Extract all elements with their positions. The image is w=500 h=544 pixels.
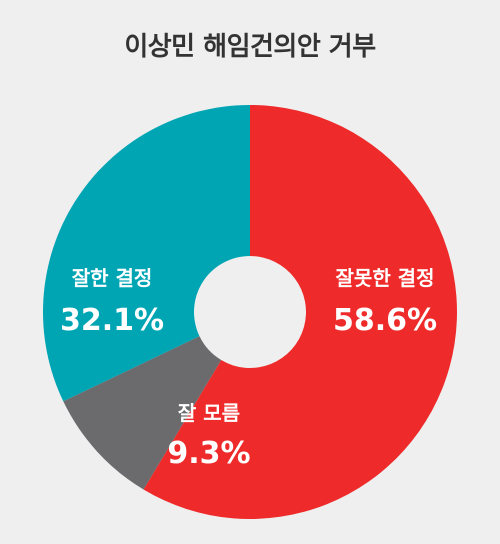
- slice-label-3: 잘한 결정: [72, 266, 153, 290]
- pie-slice-2: [63, 336, 222, 490]
- slice-label-1: 잘못한 결정: [336, 266, 435, 290]
- slice-label-2: 잘 모름: [178, 401, 240, 425]
- pie-slice-1: [143, 105, 457, 519]
- slice-value-3: 32.1%: [60, 303, 164, 338]
- slice-value-1: 58.6%: [333, 303, 437, 338]
- slice-value-2: 9.3%: [167, 436, 250, 471]
- chart-title: 이상민 해임건의안 거부: [124, 32, 376, 62]
- pie-slice-3: [43, 104, 251, 402]
